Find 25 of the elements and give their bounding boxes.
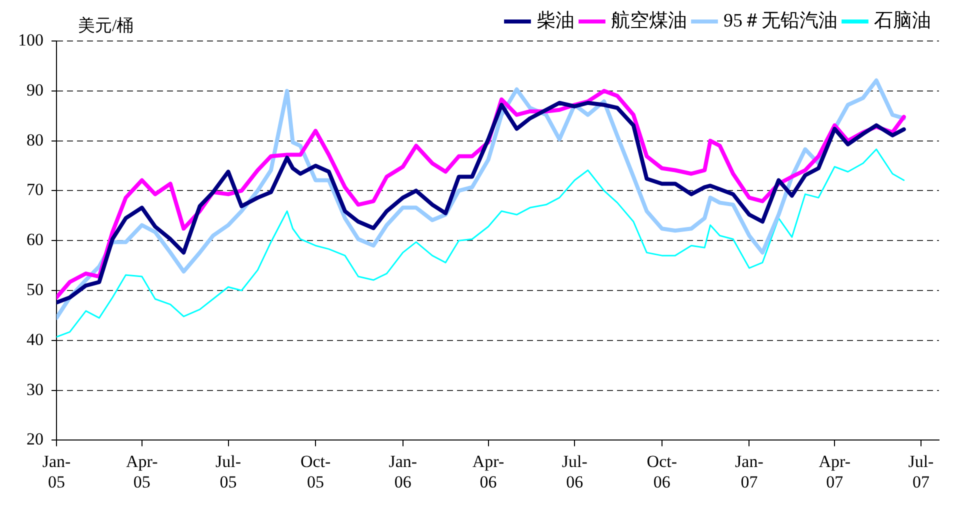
y-tick-label: 90	[26, 80, 44, 100]
x-tick-label: Oct-06	[646, 452, 678, 492]
legend-label: 石脑油	[874, 10, 931, 32]
x-tick-label: Apr-05	[126, 452, 158, 492]
x-tick-label: Apr-06	[472, 452, 504, 492]
y-tick-label: 40	[26, 330, 44, 349]
y-tick-label: 30	[26, 380, 44, 399]
x-tick-label: Jul-07	[908, 452, 934, 492]
x-tick-label: Jan-05	[42, 452, 71, 492]
x-tick-label: Jan-06	[388, 452, 418, 492]
x-tick-label: Jan-07	[735, 452, 764, 492]
x-tick-label: Apr-07	[818, 452, 851, 492]
x-tick-label: Jul-06	[562, 452, 588, 492]
y-tick-label: 20	[26, 430, 44, 449]
legend-label: 柴油	[536, 10, 574, 32]
x-tick-label: Jul-05	[216, 452, 242, 492]
y-tick-label: 60	[26, 230, 44, 250]
y-tick-label: 50	[26, 280, 44, 299]
legend-label: 95＃无铅汽油	[724, 10, 838, 32]
y-tick-label: 100	[18, 30, 44, 50]
x-tick-label: Oct-05	[300, 452, 331, 492]
y-axis-title: 美元/桶	[78, 16, 134, 35]
y-tick-label: 80	[26, 130, 44, 150]
legend-label: 航空煤油	[611, 9, 687, 32]
y-tick-label: 70	[26, 180, 44, 200]
